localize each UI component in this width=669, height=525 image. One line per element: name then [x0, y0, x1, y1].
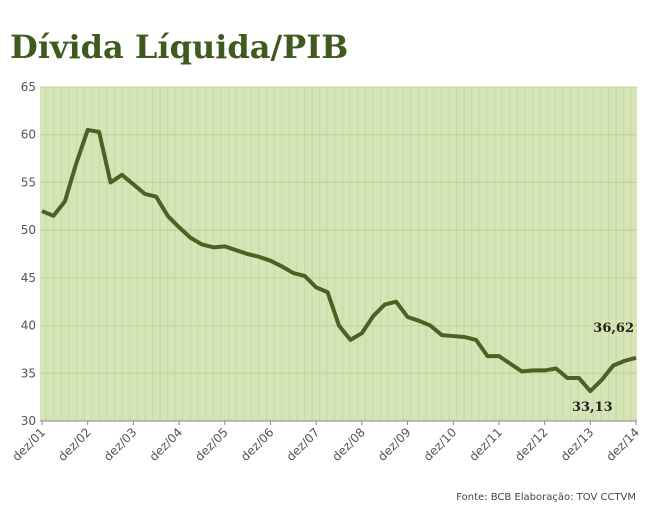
x-tick-label: dez/01	[9, 425, 48, 464]
plot-pattern	[40, 87, 637, 421]
chart-title: Dívida Líquida/PIB	[10, 28, 348, 66]
y-tick-label: 40	[21, 319, 36, 333]
line	[41, 127, 637, 394]
y-tick-label: 45	[21, 271, 36, 285]
x-tick-label: dez/04	[147, 425, 186, 464]
x-tick-label: dez/11	[466, 425, 505, 464]
x-tick-label: dez/08	[329, 425, 368, 464]
x-tick-label: dez/09	[375, 425, 414, 464]
y-tick-label: 50	[21, 223, 36, 237]
y-tick-label: 65	[21, 80, 36, 94]
value-label: 33,13	[572, 400, 613, 415]
y-tick-label: 55	[21, 175, 36, 189]
x-tick-label: dez/05	[192, 425, 231, 464]
x-tick-label: dez/14	[603, 425, 642, 464]
x-tick-label: dez/02	[55, 425, 94, 464]
y-tick-label: 35	[21, 366, 36, 380]
x-tick-label: dez/03	[101, 425, 140, 464]
x-tick-label: dez/12	[512, 425, 551, 464]
y-tick-label: 60	[21, 128, 36, 142]
x-tick-label: dez/10	[421, 425, 460, 464]
source: Fonte: BCB Elaboração: TOV CCTVM	[456, 492, 636, 503]
x-tick-label: dez/07	[284, 425, 323, 464]
y-tick-label: 30	[21, 414, 36, 428]
value-label: 36,62	[593, 321, 634, 336]
x-tick-label: dez/13	[558, 425, 597, 464]
x-tick-label: dez/06	[238, 425, 277, 464]
